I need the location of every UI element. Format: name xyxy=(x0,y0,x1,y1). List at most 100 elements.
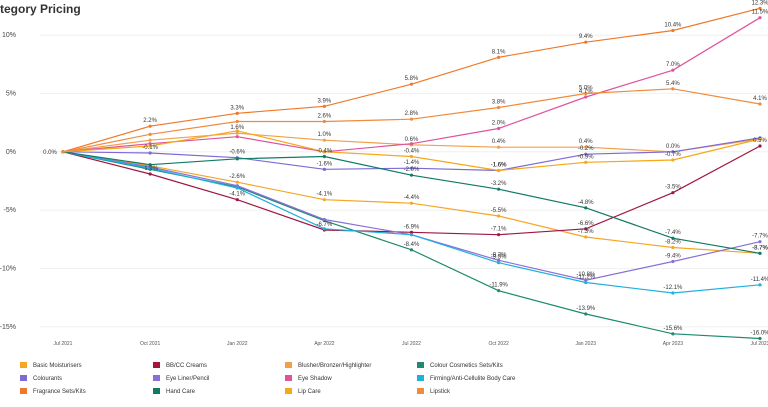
legend-item: Colourants xyxy=(20,375,62,382)
data-label: -9.3% xyxy=(491,252,507,258)
data-point xyxy=(148,138,152,142)
data-label: 5.0% xyxy=(579,86,593,92)
data-point xyxy=(671,68,675,72)
data-label: -7.3% xyxy=(578,229,594,235)
legend-label: Basic Moisturisers xyxy=(33,363,82,369)
data-point xyxy=(584,278,588,282)
legend-item: Lipstick xyxy=(417,388,451,395)
data-label: -6.9% xyxy=(404,224,420,230)
data-label: -11.2% xyxy=(576,275,595,281)
data-point xyxy=(148,172,152,176)
data-point xyxy=(584,312,588,316)
data-label: 2.6% xyxy=(318,114,332,120)
data-label: 1.6% xyxy=(230,125,244,131)
data-label: -0.1% xyxy=(142,145,158,151)
legend-swatch xyxy=(417,362,424,368)
data-label: -0.2% xyxy=(578,146,594,152)
legend-item: Blusher/Bronzer/Highlighter xyxy=(285,362,371,369)
data-point xyxy=(497,187,501,191)
data-point xyxy=(148,151,152,155)
x-tick-label: Oct 2022 xyxy=(488,341,509,347)
data-point xyxy=(409,117,414,121)
data-label: -1.6% xyxy=(491,163,507,169)
data-point xyxy=(497,145,501,149)
data-label: -1.4% xyxy=(404,160,420,166)
data-point xyxy=(322,198,326,202)
legend-label: Fragrance Sets/Kits xyxy=(33,389,86,395)
data-point xyxy=(148,124,152,128)
data-point xyxy=(497,105,501,110)
y-tick-label: -5% xyxy=(4,207,16,214)
data-label: -0.9% xyxy=(578,154,594,160)
data-label: -1.6% xyxy=(317,161,333,167)
legend-swatch xyxy=(20,375,27,381)
data-label: 0.6% xyxy=(405,137,419,143)
legend-label: BB/CC Creams xyxy=(166,363,207,369)
y-tick-label: -10% xyxy=(0,266,16,273)
data-label: -2.6% xyxy=(229,174,245,180)
legend-label: Blusher/Bronzer/Highlighter xyxy=(298,363,371,369)
data-label: 2.2% xyxy=(143,118,157,124)
legend-swatch xyxy=(285,388,292,394)
data-point xyxy=(584,91,588,96)
data-point xyxy=(584,235,588,239)
legend-item: Basic Moisturisers xyxy=(20,362,82,369)
data-point xyxy=(235,131,239,135)
x-tick-label: Apr 2022 xyxy=(314,341,335,347)
x-axis: Jul 2021 Oct 2021 Jan 2022 Apr 2022 Jul 2022… xyxy=(54,341,768,347)
x-tick-label: Jul 2021 xyxy=(54,341,73,347)
legend-swatch xyxy=(153,375,160,381)
data-label: 4.7% xyxy=(579,89,593,95)
data-label: 8.1% xyxy=(492,49,506,55)
legend-swatch xyxy=(20,362,27,368)
data-label: -6.7% xyxy=(317,222,333,228)
data-point xyxy=(322,104,326,108)
data-point xyxy=(671,245,675,250)
data-label: -8.7% xyxy=(752,245,768,251)
data-point xyxy=(671,191,675,195)
data-label: 1.0% xyxy=(318,132,332,138)
data-label: -2.0% xyxy=(404,167,420,173)
data-label: 0.0% xyxy=(666,144,680,150)
data-label: -11.9% xyxy=(489,283,508,289)
data-point xyxy=(235,198,239,202)
data-label: 3.3% xyxy=(230,105,244,111)
data-point xyxy=(322,167,326,171)
data-point xyxy=(235,157,239,161)
data-label: -8.2% xyxy=(665,240,681,246)
x-tick-label: Apr 2023 xyxy=(663,341,684,347)
data-label: -0.4% xyxy=(404,149,420,155)
data-point xyxy=(584,152,588,156)
gridlines xyxy=(40,34,768,328)
data-point xyxy=(235,135,239,139)
data-label: -1.9% xyxy=(142,166,158,172)
legend-swatch xyxy=(153,388,160,394)
x-tick-label: Jul 2022 xyxy=(402,341,421,347)
legend-item: Hand Care xyxy=(153,388,196,395)
data-label: -11.4% xyxy=(751,277,768,283)
data-point xyxy=(235,186,239,190)
data-point xyxy=(322,119,326,124)
data-point xyxy=(61,150,65,154)
data-point xyxy=(322,217,326,222)
data-label: -7.7% xyxy=(752,234,768,240)
data-point xyxy=(497,289,501,293)
data-point xyxy=(497,168,501,173)
data-point xyxy=(758,16,762,20)
data-point xyxy=(584,40,588,44)
data-label: -10.8% xyxy=(576,272,596,278)
data-point xyxy=(322,150,326,154)
data-point xyxy=(584,145,588,149)
legend-item: Lip Care xyxy=(285,388,321,395)
legend: Basic Moisturisers BB/CC Creams Blusher/Br… xyxy=(20,362,516,395)
data-label: -12.1% xyxy=(663,285,683,291)
y-axis: 10% 5% 0% -5% -10% -15% xyxy=(0,32,16,331)
legend-swatch xyxy=(417,375,424,381)
legend-label: Colourants xyxy=(33,376,62,382)
y-tick-label: 5% xyxy=(6,91,16,98)
data-point xyxy=(497,55,501,59)
data-label: -4.4% xyxy=(404,195,420,201)
data-point xyxy=(322,227,326,231)
legend-label: Eye Shadow xyxy=(298,376,332,382)
legend-label: Colour Cosmetics Sets/Kits xyxy=(430,363,503,369)
